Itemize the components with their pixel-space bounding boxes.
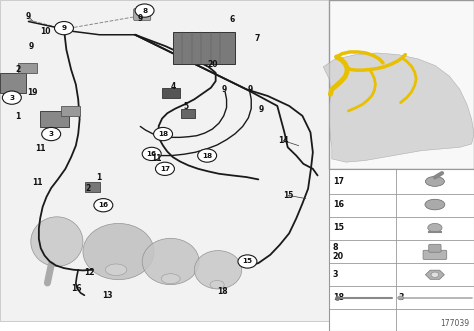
Circle shape	[238, 255, 257, 268]
Ellipse shape	[31, 217, 83, 266]
Text: 15: 15	[283, 191, 293, 200]
FancyArrowPatch shape	[48, 267, 51, 280]
Bar	[329, 169, 474, 331]
Bar	[0, 73, 27, 93]
Bar	[61, 106, 80, 116]
FancyBboxPatch shape	[134, 9, 151, 21]
Text: 8: 8	[333, 243, 338, 252]
Text: 3: 3	[49, 131, 54, 137]
Text: 4: 4	[170, 81, 176, 91]
Bar	[181, 109, 195, 118]
Circle shape	[142, 147, 161, 161]
Bar	[329, 0, 474, 169]
Bar	[18, 63, 37, 73]
Text: 14: 14	[278, 136, 289, 145]
Text: 3: 3	[333, 270, 338, 279]
Text: 5: 5	[184, 102, 189, 111]
Text: 18: 18	[333, 293, 344, 303]
Text: 8: 8	[142, 8, 147, 14]
Ellipse shape	[210, 280, 224, 289]
Circle shape	[42, 127, 61, 141]
Text: 1: 1	[96, 172, 102, 182]
Text: 11: 11	[32, 177, 42, 187]
Text: 9: 9	[62, 25, 66, 31]
Text: 6: 6	[229, 15, 235, 24]
Text: 20: 20	[207, 60, 218, 69]
Circle shape	[94, 199, 113, 212]
Text: 11: 11	[35, 144, 46, 153]
FancyBboxPatch shape	[428, 244, 441, 252]
Circle shape	[155, 162, 174, 175]
Text: 16: 16	[333, 200, 344, 209]
Text: 9: 9	[247, 85, 253, 94]
Text: 17: 17	[333, 177, 344, 186]
Circle shape	[135, 4, 154, 17]
Text: 18: 18	[218, 287, 228, 297]
Text: 2: 2	[15, 65, 20, 74]
Polygon shape	[323, 53, 474, 162]
Text: 18: 18	[202, 153, 212, 159]
Bar	[162, 88, 180, 98]
FancyBboxPatch shape	[173, 32, 235, 64]
Text: 7: 7	[255, 33, 260, 43]
Text: 9: 9	[28, 42, 34, 51]
Text: 15: 15	[242, 259, 253, 264]
Text: 1: 1	[15, 112, 21, 121]
Ellipse shape	[425, 176, 444, 186]
Text: 12: 12	[84, 267, 94, 277]
Circle shape	[198, 149, 217, 162]
Circle shape	[398, 296, 403, 300]
FancyBboxPatch shape	[423, 250, 447, 260]
Text: 20: 20	[333, 252, 344, 261]
Text: 9: 9	[26, 12, 31, 21]
Circle shape	[55, 22, 73, 35]
Ellipse shape	[105, 264, 127, 275]
Text: 13: 13	[102, 291, 113, 300]
Bar	[85, 182, 100, 192]
Text: 2: 2	[85, 184, 91, 193]
Circle shape	[431, 272, 438, 277]
Text: 9: 9	[137, 14, 143, 23]
Text: 11: 11	[151, 154, 162, 164]
Text: 9: 9	[259, 105, 264, 115]
Text: 9: 9	[222, 85, 228, 94]
Text: 10: 10	[40, 27, 50, 36]
Ellipse shape	[194, 251, 242, 289]
Ellipse shape	[425, 199, 445, 210]
Text: 16: 16	[146, 151, 157, 157]
Circle shape	[154, 127, 173, 141]
Bar	[40, 111, 69, 127]
Text: 3: 3	[398, 293, 404, 303]
Text: 16: 16	[72, 284, 82, 293]
Bar	[0, 0, 329, 321]
Ellipse shape	[161, 274, 180, 284]
Polygon shape	[425, 270, 444, 279]
Text: 18: 18	[158, 131, 168, 137]
Text: 3: 3	[9, 95, 14, 101]
Ellipse shape	[428, 223, 442, 232]
Text: 17: 17	[160, 166, 170, 172]
Text: 15: 15	[333, 223, 344, 232]
Text: 19: 19	[27, 88, 37, 97]
Ellipse shape	[83, 223, 154, 280]
Circle shape	[2, 91, 21, 104]
Text: 16: 16	[98, 202, 109, 208]
Text: 177039: 177039	[440, 319, 469, 328]
Ellipse shape	[142, 238, 199, 285]
